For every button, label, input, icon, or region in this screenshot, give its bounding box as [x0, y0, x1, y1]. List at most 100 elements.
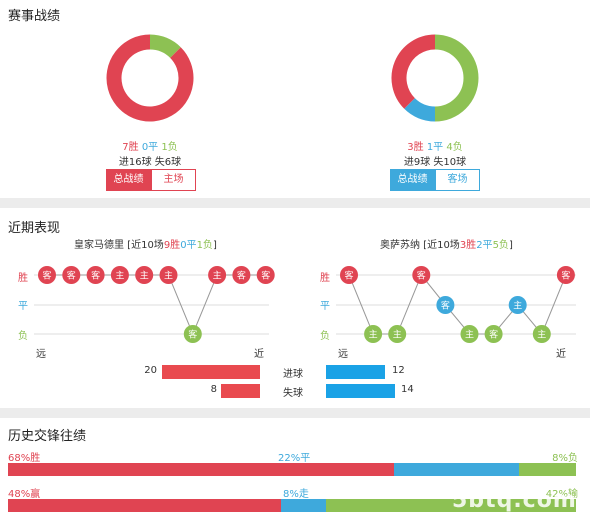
- h2h-row2-win-label: 48%赢: [8, 489, 41, 500]
- right-goals-against-bar: [326, 384, 395, 398]
- right-form-marker-venue: 客: [441, 300, 450, 312]
- right-row-label-loss: 负: [320, 331, 330, 342]
- h2h-row2-loss-bar: [326, 499, 576, 512]
- right-losses: 4负: [446, 142, 463, 153]
- left-form-marker-venue: 客: [261, 270, 270, 282]
- left-form-marker: 主: [135, 266, 154, 284]
- left-form-marker: 客: [38, 266, 56, 284]
- left-form-marker: 主: [208, 266, 227, 284]
- right-form-marker-venue: 主: [537, 329, 546, 341]
- right-form-marker: 客: [556, 266, 575, 284]
- right-team-summary-w: 3胜: [459, 240, 477, 251]
- left-team-summary-d: 0平: [180, 240, 197, 251]
- left-losses: 1负: [161, 142, 178, 153]
- left-row-label-loss: 负: [18, 331, 28, 342]
- left-goals-against-value: 8: [210, 384, 217, 395]
- left-team-summary-l: 1负: [196, 240, 213, 251]
- right-goals-against-value: 14: [401, 384, 414, 395]
- right-donut-slice-draw: [404, 97, 436, 122]
- record-panel: 赛事战绩 7胜 0平 1负 进16球 失6球 总战绩 主场 3胜 1平 4负 进…: [0, 0, 590, 198]
- section-title-record: 赛事战绩: [8, 9, 61, 24]
- left-form-trend-line: [47, 274, 266, 336]
- recent-panel: 近期表现 皇家马德里 [近10场9胜0平1负] 奥萨苏纳 [近10场3胜2平5负…: [0, 208, 590, 408]
- h2h-row1-win-bar: [8, 463, 395, 476]
- h2h-row1-draw-bar: [394, 463, 520, 476]
- left-axis-far: 远: [36, 349, 46, 360]
- h2h-row1-loss-label: 8%负: [552, 453, 578, 464]
- right-axis-near: 近: [556, 349, 566, 360]
- right-tab-away[interactable]: 客场: [435, 169, 480, 191]
- section-title-recent: 近期表现: [8, 221, 61, 236]
- right-form-marker: 主: [388, 325, 407, 343]
- right-form-marker-venue: 客: [561, 270, 570, 282]
- left-tab-overall[interactable]: 总战绩: [106, 169, 151, 191]
- right-form-marker: 客: [436, 296, 455, 314]
- right-team-summary-prefix: [近10场: [420, 240, 460, 251]
- right-form-marker-venue: 主: [369, 329, 378, 341]
- right-donut-slice-loss: [434, 34, 479, 122]
- left-form-marker-venue: 客: [188, 329, 197, 341]
- left-form-marker-venue: 主: [140, 270, 149, 282]
- left-form-marker: 客: [183, 325, 202, 343]
- right-draws: 1平: [426, 142, 444, 153]
- right-goals-for-value: 12: [392, 365, 405, 376]
- right-row-label-draw: 平: [320, 301, 330, 312]
- right-team-summary-l: 5负: [492, 240, 509, 251]
- right-form-marker: 主: [532, 325, 551, 343]
- left-goals-for-value: 20: [144, 365, 157, 376]
- left-form-marker-venue: 主: [164, 270, 173, 282]
- right-goals-for-bar: [326, 365, 385, 379]
- right-donut-slice-win: [391, 34, 436, 109]
- left-form-chart: 客客客主主主客主客客: [34, 266, 275, 343]
- h2h-panel: 历史交锋往绩 68%胜 22%平 8%负 48%赢 8%走 42%输 5btq.…: [0, 418, 590, 518]
- left-goals-against-bar: [220, 384, 260, 398]
- right-form-marker: 主: [460, 325, 479, 343]
- h2h-row1-loss-bar: [519, 463, 576, 476]
- left-goals-for-bar: [162, 365, 260, 379]
- h2h-row2-loss-label: 42%输: [545, 489, 578, 500]
- right-form-trend-line: [348, 274, 567, 335]
- left-form-marker: 客: [256, 266, 275, 284]
- h2h-row2-win-bar: [8, 499, 281, 512]
- watermark-logo: 5btq.com: [452, 488, 577, 513]
- right-form-marker: 主: [364, 325, 383, 343]
- right-form-marker-venue: 客: [489, 329, 498, 341]
- right-row-label-win: 胜: [320, 273, 330, 284]
- goals-for-label: 进球: [283, 369, 303, 380]
- left-donut-slice-win: [106, 34, 194, 122]
- h2h-row1-draw-label: 22%平: [278, 453, 311, 464]
- right-goals: 进9球 失10球: [403, 157, 467, 168]
- left-donut-chart: [106, 34, 194, 122]
- right-form-marker-venue: 主: [393, 329, 402, 341]
- left-form-marker: 客: [232, 266, 251, 284]
- left-tab-home[interactable]: 主场: [151, 169, 196, 191]
- left-form-marker-venue: 客: [91, 270, 100, 282]
- right-team-name: 奥萨苏纳: [380, 240, 420, 251]
- section-title-h2h: 历史交锋往绩: [8, 429, 87, 444]
- right-form-marker: 主: [508, 296, 527, 314]
- left-record-summary: 7胜 0平 1负: [105, 138, 195, 153]
- left-form-marker: 客: [86, 266, 105, 284]
- right-team-summary-suffix: ]: [508, 240, 513, 251]
- left-form-marker-venue: 客: [237, 270, 246, 282]
- right-donut-chart: [391, 34, 479, 122]
- right-form-marker-venue: 主: [513, 300, 522, 312]
- right-team-summary-d: 2平: [476, 240, 493, 251]
- right-tab-overall[interactable]: 总战绩: [390, 169, 435, 191]
- left-team-header: 皇家马德里 [近10场9胜0平1负]: [74, 236, 217, 251]
- left-form-marker-venue: 主: [213, 270, 222, 282]
- left-form-marker-venue: 客: [42, 270, 51, 282]
- right-form-marker: 客: [412, 266, 431, 284]
- left-form-marker: 客: [62, 266, 81, 284]
- right-form-marker-venue: 客: [417, 270, 426, 282]
- right-wins: 3胜: [407, 142, 424, 153]
- left-draws: 0平: [141, 142, 159, 153]
- left-form-marker: 主: [159, 266, 178, 284]
- right-team-header: 奥萨苏纳 [近10场3胜2平5负]: [380, 236, 513, 251]
- right-form-marker-venue: 客: [344, 270, 353, 282]
- left-row-label-draw: 平: [18, 301, 28, 312]
- left-form-marker-venue: 主: [115, 270, 124, 282]
- left-form-marker-venue: 客: [67, 270, 76, 282]
- left-team-summary-suffix: ]: [212, 240, 217, 251]
